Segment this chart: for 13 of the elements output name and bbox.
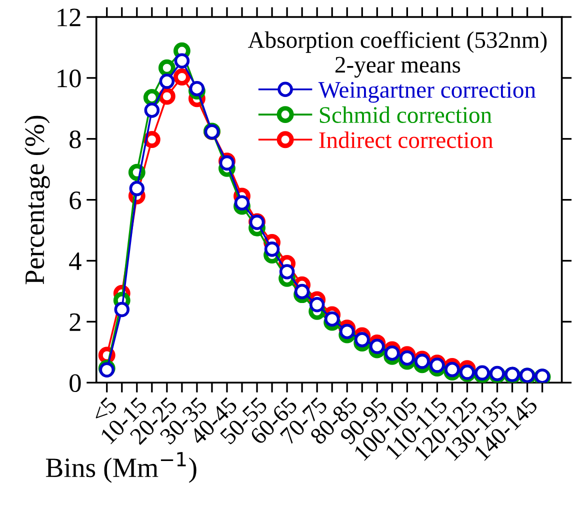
x-axis-title: Bins (Mm$^{−1}$) xyxy=(46,452,196,483)
y-tick-label: 8 xyxy=(70,130,81,148)
y-tick-label: 2 xyxy=(70,313,80,331)
y-tick-label: 0 xyxy=(70,374,81,392)
y-tick-label: 10 xyxy=(58,70,81,88)
y-axis-title: Percentage (%) xyxy=(24,116,50,284)
y-tick-label: 6 xyxy=(70,192,81,210)
y-tick-label: 4 xyxy=(69,252,82,270)
legend-label: Weingartner correction xyxy=(318,82,536,103)
y-tick-label: 12 xyxy=(58,8,80,26)
legend-label: Indirect correction xyxy=(319,132,494,148)
legend-label: Schmid correction xyxy=(320,106,492,124)
legend-title: Absorption coefficient (532nm) 2-year means xyxy=(248,31,547,78)
